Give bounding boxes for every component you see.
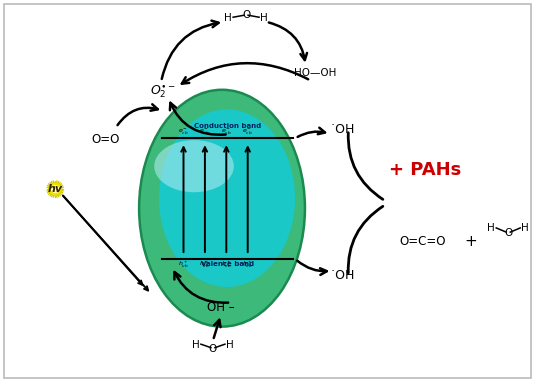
Text: H: H (192, 340, 200, 350)
Text: O: O (209, 344, 217, 354)
Text: Conduction band: Conduction band (194, 123, 261, 129)
Text: H: H (487, 223, 495, 233)
Text: O=C=O: O=C=O (400, 235, 446, 248)
Ellipse shape (159, 109, 295, 287)
Text: $h^+_{vb}$: $h^+_{vb}$ (242, 260, 253, 270)
Text: HO—OH: HO—OH (294, 68, 337, 78)
Text: ˙OH: ˙OH (330, 123, 355, 136)
Text: hv: hv (48, 184, 63, 194)
Text: H: H (226, 340, 234, 350)
Text: + PAHs: + PAHs (389, 161, 462, 179)
Text: O: O (504, 228, 513, 238)
Circle shape (52, 186, 58, 193)
Text: O=O: O=O (91, 133, 120, 146)
Text: $O_2^{\bullet-}$: $O_2^{\bullet-}$ (150, 83, 177, 100)
Text: H: H (260, 13, 268, 23)
Text: Valence band: Valence band (201, 261, 254, 267)
Text: $e^-_{cb}$: $e^-_{cb}$ (221, 128, 232, 137)
Text: $e^-_{cb}$: $e^-_{cb}$ (242, 128, 253, 137)
Text: OH –: OH – (207, 301, 235, 314)
Text: $h^+_{vb}$: $h^+_{vb}$ (221, 260, 232, 270)
Text: $e^-_{cb}$: $e^-_{cb}$ (178, 128, 189, 137)
Text: H: H (522, 223, 529, 233)
Text: ˙OH: ˙OH (330, 269, 355, 282)
Text: $e^-_{cb}$: $e^-_{cb}$ (200, 128, 210, 137)
Text: $h^+_{vb}$: $h^+_{vb}$ (200, 260, 210, 270)
Text: $h^+_{vb}$: $h^+_{vb}$ (178, 260, 189, 270)
Text: +: + (464, 234, 477, 249)
Ellipse shape (139, 90, 305, 327)
Text: H: H (224, 13, 232, 23)
Ellipse shape (154, 140, 234, 192)
Circle shape (48, 182, 62, 196)
Text: O: O (242, 10, 250, 20)
